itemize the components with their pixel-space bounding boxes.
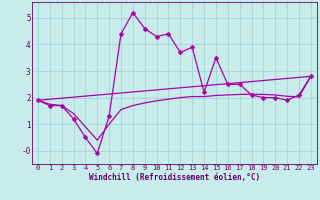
X-axis label: Windchill (Refroidissement éolien,°C): Windchill (Refroidissement éolien,°C)	[89, 173, 260, 182]
